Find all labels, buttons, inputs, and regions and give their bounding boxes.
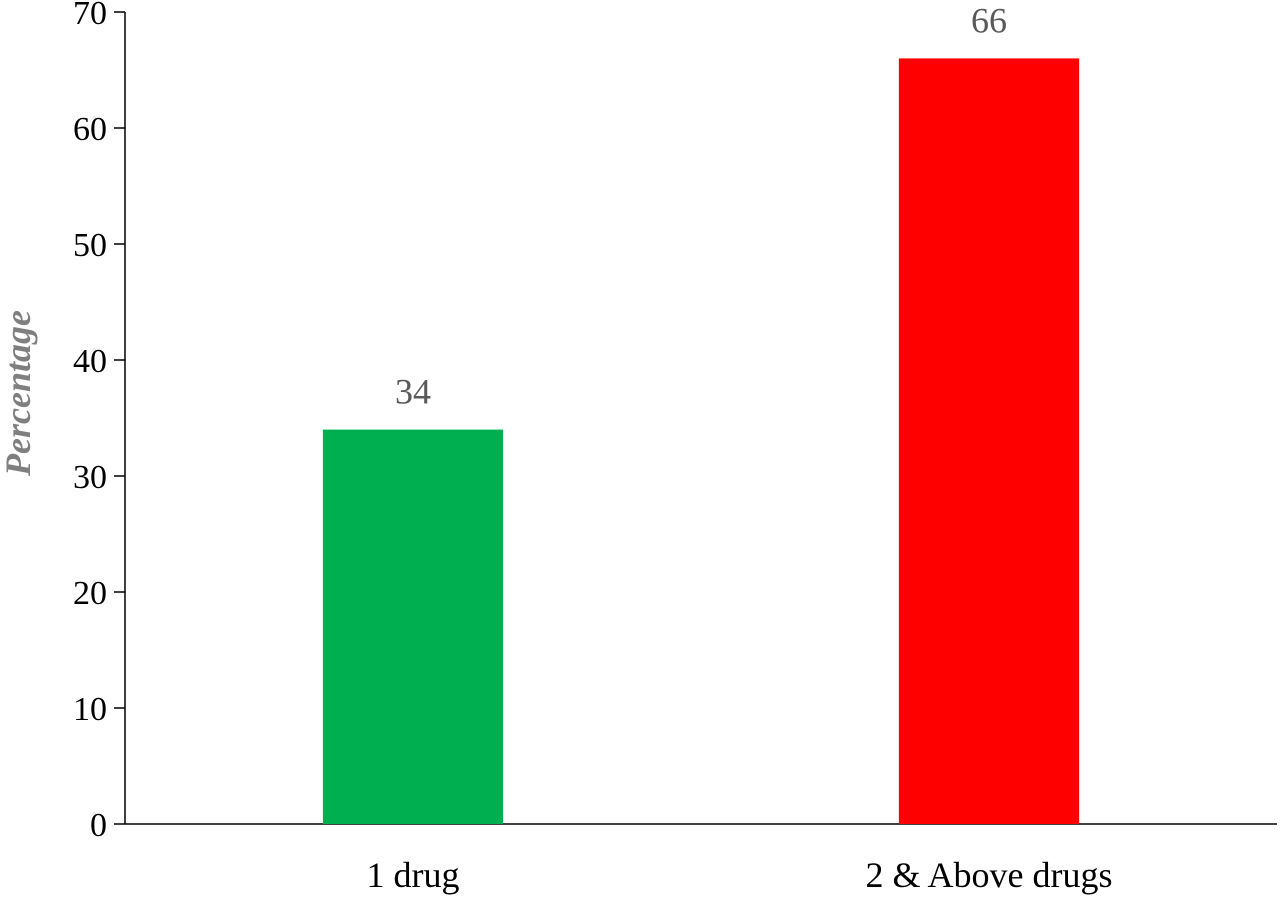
y-tick-label: 20 [73,575,107,612]
bar-value-label: 34 [395,372,431,412]
x-category-label: 2 & Above drugs [866,855,1113,895]
x-axis: 1 drug 2 & Above drugs [125,823,1277,895]
bar-value-label: 66 [971,0,1007,40]
bars [322,58,1080,824]
y-tick-label: 50 [73,227,107,264]
y-tick-label: 0 [90,807,107,844]
y-tick-label: 40 [73,343,107,380]
y-tick-label: 60 [73,111,107,148]
x-category-label: 1 drug [367,855,460,895]
y-tick-label: 70 [73,0,107,32]
bar [898,58,1080,824]
bar [322,429,504,824]
y-axis: 0 10 20 30 40 50 60 70 [73,0,126,844]
y-tick-label: 10 [73,691,107,728]
y-axis-title: Percentage [0,310,38,477]
y-tick-label: 30 [73,459,107,496]
data-labels: 34 66 [395,0,1007,411]
